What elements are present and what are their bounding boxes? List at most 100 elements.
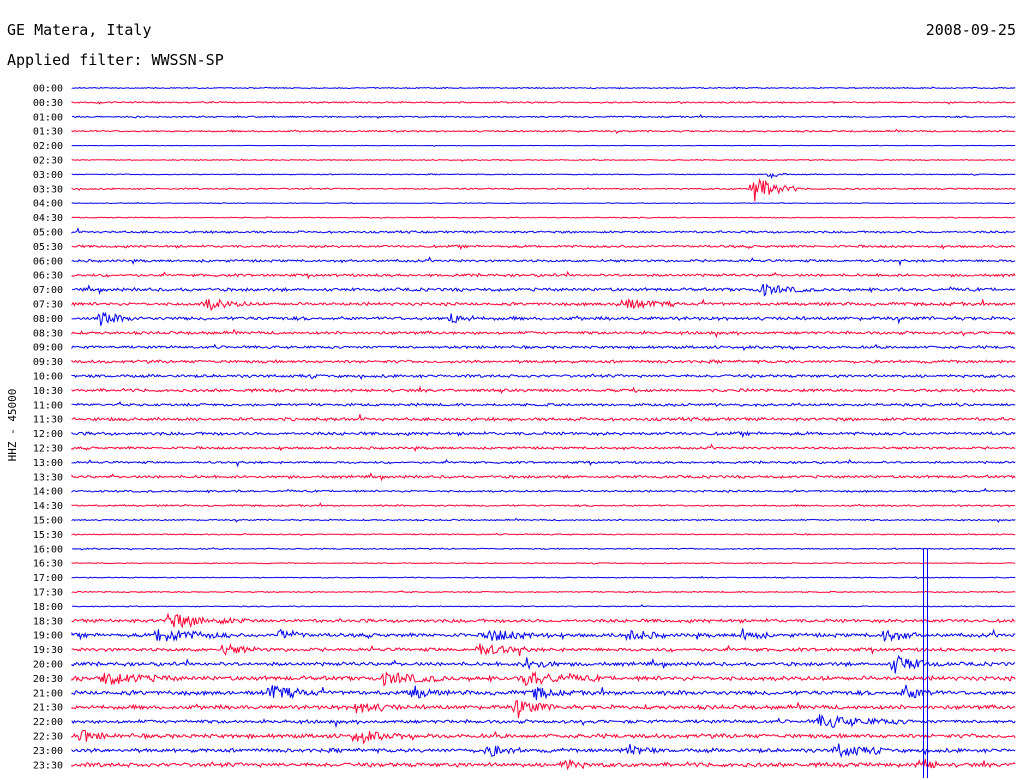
- row-time-label: 10:00: [33, 372, 63, 383]
- station-title: GE Matera, Italy: [7, 21, 152, 39]
- filter-label: Applied filter: WWSSN-SP: [7, 51, 224, 69]
- trace-line: [71, 670, 1016, 687]
- trace-line: [71, 472, 1016, 482]
- trace-line: [71, 328, 1016, 339]
- row-time-label: 18:30: [33, 616, 63, 627]
- trace-line: [71, 729, 1016, 745]
- trace-line: [71, 532, 1016, 537]
- row-time-label: 06:00: [33, 256, 63, 267]
- trace-line: [71, 359, 1016, 365]
- row-time-label: 05:00: [33, 228, 63, 239]
- row-time-label: 12:00: [33, 429, 63, 440]
- trace-line: [71, 128, 1016, 135]
- row-time-label: 14:30: [33, 501, 63, 512]
- trace-line: [71, 100, 1016, 105]
- row-time-label: 23:00: [33, 746, 63, 757]
- row-time-label: 02:00: [33, 141, 63, 152]
- trace-line: [71, 562, 1016, 565]
- trace-line: [71, 256, 1016, 267]
- trace-line: [71, 517, 1016, 523]
- trace-line: [71, 311, 1016, 326]
- row-time-label: 12:30: [33, 444, 63, 455]
- trace-line: [71, 502, 1016, 508]
- row-time-label: 19:30: [33, 645, 63, 656]
- row-time-label: 21:30: [33, 703, 63, 714]
- row-time-label: 11:30: [33, 415, 63, 426]
- row-time-label: 08:00: [33, 314, 63, 325]
- trace-line: [71, 298, 1016, 312]
- row-time-label: 09:30: [33, 357, 63, 368]
- row-time-label: 16:00: [33, 544, 63, 555]
- trace-line: [71, 642, 1016, 657]
- row-time-label: 07:00: [33, 285, 63, 296]
- trace-line: [71, 612, 1016, 629]
- trace-line: [71, 201, 1016, 205]
- trace-line: [71, 628, 1016, 643]
- trace-line: [71, 401, 1016, 408]
- trace-line: [71, 487, 1016, 494]
- trace-line: [71, 158, 1016, 162]
- row-time-label: 03:00: [33, 170, 63, 181]
- trace-line: [72, 283, 1016, 297]
- row-time-label: 00:00: [33, 84, 63, 95]
- trace-line: [71, 227, 1016, 234]
- trace-line: [71, 575, 1016, 580]
- row-time-label: 20:00: [33, 660, 63, 671]
- trace-line: [71, 114, 1016, 119]
- row-time-label: 21:00: [33, 688, 63, 699]
- trace-line: [71, 343, 1016, 351]
- trace-line: [71, 458, 1016, 468]
- row-time-label: 14:00: [33, 487, 63, 498]
- row-time-label: 03:30: [33, 184, 63, 195]
- row-time-label: 04:00: [33, 199, 63, 210]
- row-time-label: 13:30: [33, 472, 63, 483]
- trace-line: [71, 86, 1016, 90]
- row-time-label: 04:30: [33, 213, 63, 224]
- row-time-label: 15:00: [33, 516, 63, 527]
- date-label: 2008-09-25: [925, 21, 1016, 39]
- trace-line: [71, 177, 1016, 202]
- trace-line: [71, 172, 1016, 180]
- trace-line: [71, 414, 1016, 422]
- row-time-label: 00:30: [33, 98, 63, 109]
- row-time-label: 18:00: [33, 602, 63, 613]
- trace-line: [71, 743, 1016, 759]
- row-time-label: 19:00: [33, 631, 63, 642]
- row-time-label: 07:30: [33, 300, 63, 311]
- y-axis-label: HHZ - 45000: [6, 389, 19, 462]
- trace-line: [71, 684, 1016, 701]
- row-time-label: 17:00: [33, 573, 63, 584]
- row-time-label: 11:00: [33, 400, 63, 411]
- trace-line: [71, 244, 1016, 251]
- row-time-label: 22:00: [33, 717, 63, 728]
- trace-line: [71, 604, 1016, 608]
- row-time-label: 06:30: [33, 271, 63, 282]
- trace-line: [71, 590, 1016, 594]
- row-time-label: 08:30: [33, 328, 63, 339]
- row-time-label: 23:30: [33, 760, 63, 771]
- trace-line: [71, 270, 1016, 280]
- row-time-label: 16:30: [33, 559, 63, 570]
- trace-line: [71, 699, 1016, 719]
- row-time-label: 01:30: [33, 127, 63, 138]
- row-time-label: 10:30: [33, 386, 63, 397]
- row-time-label: 01:00: [33, 112, 63, 123]
- row-time-label: 02:30: [33, 156, 63, 167]
- row-time-label: 20:30: [33, 674, 63, 685]
- row-time-label: 05:30: [33, 242, 63, 253]
- trace-line: [71, 144, 1016, 147]
- row-time-label: 22:30: [33, 732, 63, 743]
- trace-line: [71, 547, 1016, 551]
- trace-line: [71, 430, 1016, 439]
- row-time-label: 17:30: [33, 588, 63, 599]
- trace-line: [71, 758, 1016, 771]
- trace-line: [71, 385, 1016, 395]
- trace-line: [71, 714, 1016, 729]
- trace-line: [71, 443, 1016, 453]
- trace-line: [71, 654, 1016, 674]
- trace-line: [71, 216, 1016, 219]
- row-time-label: 13:00: [33, 458, 63, 469]
- row-time-label: 09:00: [33, 343, 63, 354]
- trace-line: [71, 373, 1016, 381]
